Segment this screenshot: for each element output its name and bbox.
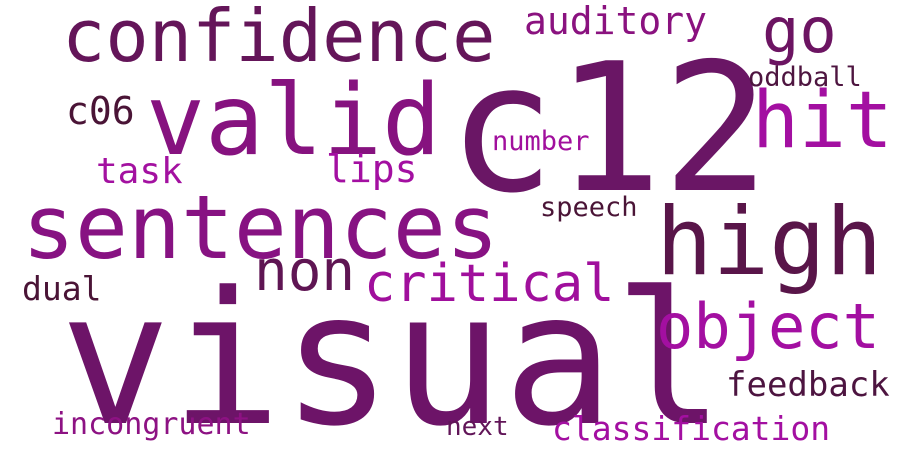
word-classification: classification (552, 409, 831, 448)
word-task: task (96, 151, 183, 192)
word-c12: c12 (448, 25, 770, 232)
word-dual: dual (22, 269, 102, 308)
word-object: object (656, 290, 880, 363)
word-next: next (446, 412, 509, 442)
word-high: high (656, 188, 883, 297)
word-non: non (254, 239, 356, 304)
word-oddball: oddball (748, 62, 862, 93)
word-hit: hit (752, 76, 893, 166)
word-visual: visual (60, 253, 725, 450)
word-critical: critical (364, 254, 615, 314)
word-confidence: confidence (62, 0, 496, 78)
word-feedback: feedback (726, 365, 890, 405)
word-lips: lips (326, 147, 418, 191)
word-valid: valid (146, 64, 442, 178)
word-auditory: auditory (524, 0, 708, 43)
word-speech: speech (540, 192, 638, 223)
word-c06: c06 (66, 89, 135, 133)
word-sentences: sentences (22, 176, 499, 279)
word-incongruent: incongruent (52, 407, 251, 442)
word-go: go (762, 0, 837, 67)
word-number: number (492, 126, 590, 157)
